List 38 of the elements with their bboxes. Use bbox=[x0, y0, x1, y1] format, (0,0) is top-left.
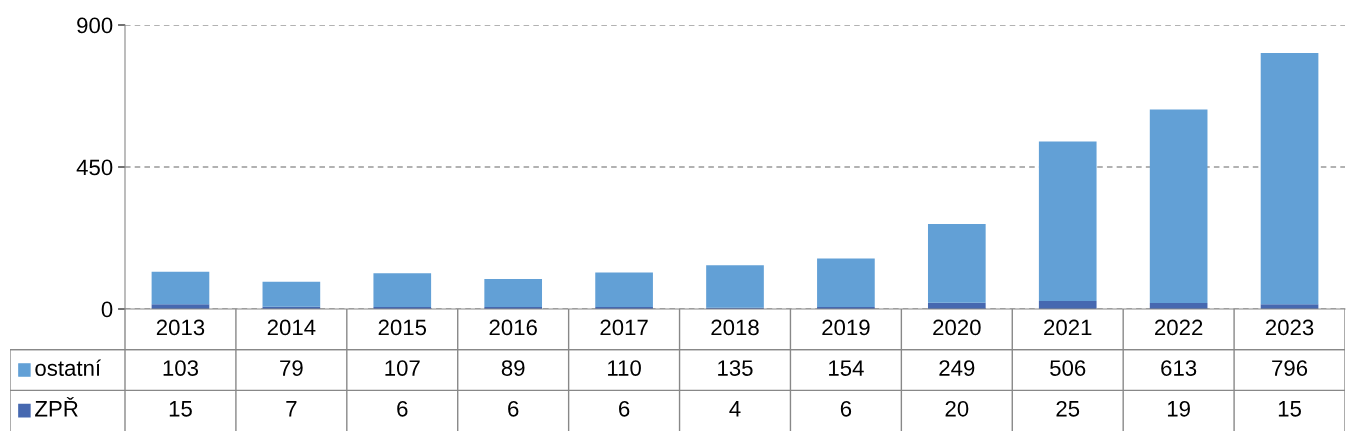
data-label: 154 bbox=[829, 360, 864, 376]
x-tick-label: 2016 bbox=[489, 319, 537, 336]
data-label: 796 bbox=[1272, 360, 1308, 376]
legend-label: ostatní bbox=[35, 359, 102, 376]
x-tick-label: 2014 bbox=[267, 319, 316, 336]
x-tick-label: 2017 bbox=[600, 319, 648, 336]
data-label: 110 bbox=[608, 360, 641, 376]
x-tick-label: 2013 bbox=[156, 319, 205, 336]
x-tick-label: 2020 bbox=[933, 319, 981, 336]
y-tick-label: 0 bbox=[101, 301, 113, 318]
data-label: 6 bbox=[619, 400, 630, 417]
data-label: 79 bbox=[280, 360, 303, 376]
data-label: 613 bbox=[1161, 360, 1197, 376]
x-tick-label: 2022 bbox=[1155, 319, 1203, 336]
x-tick-label: 2021 bbox=[1044, 319, 1092, 336]
y-tick-label: 450 bbox=[76, 159, 113, 176]
x-tick-label: 2018 bbox=[711, 319, 759, 336]
data-label: 89 bbox=[501, 360, 525, 376]
x-tick-label: 2023 bbox=[1265, 319, 1314, 336]
x-tick-label: 2015 bbox=[378, 319, 427, 336]
data-label: 6 bbox=[508, 400, 519, 417]
data-label: 4 bbox=[729, 401, 741, 417]
data-label: 25 bbox=[1056, 400, 1080, 417]
x-tick-label: 2019 bbox=[822, 319, 870, 336]
data-label: 15 bbox=[169, 401, 192, 417]
data-label: 19 bbox=[1167, 400, 1190, 417]
data-label: 6 bbox=[840, 400, 852, 417]
data-label: 6 bbox=[397, 400, 408, 417]
data-label: 20 bbox=[945, 400, 969, 417]
legend-label: ZPŘ bbox=[35, 396, 78, 417]
data-label: 15 bbox=[1278, 401, 1301, 417]
data-label: 249 bbox=[939, 360, 975, 376]
y-tick-label: 900 bbox=[77, 17, 113, 34]
data-label: 103 bbox=[163, 360, 199, 376]
data-label: 7 bbox=[286, 401, 297, 417]
data-label: 107 bbox=[385, 360, 420, 376]
data-label: 506 bbox=[1050, 360, 1086, 376]
data-label: 135 bbox=[718, 360, 753, 376]
